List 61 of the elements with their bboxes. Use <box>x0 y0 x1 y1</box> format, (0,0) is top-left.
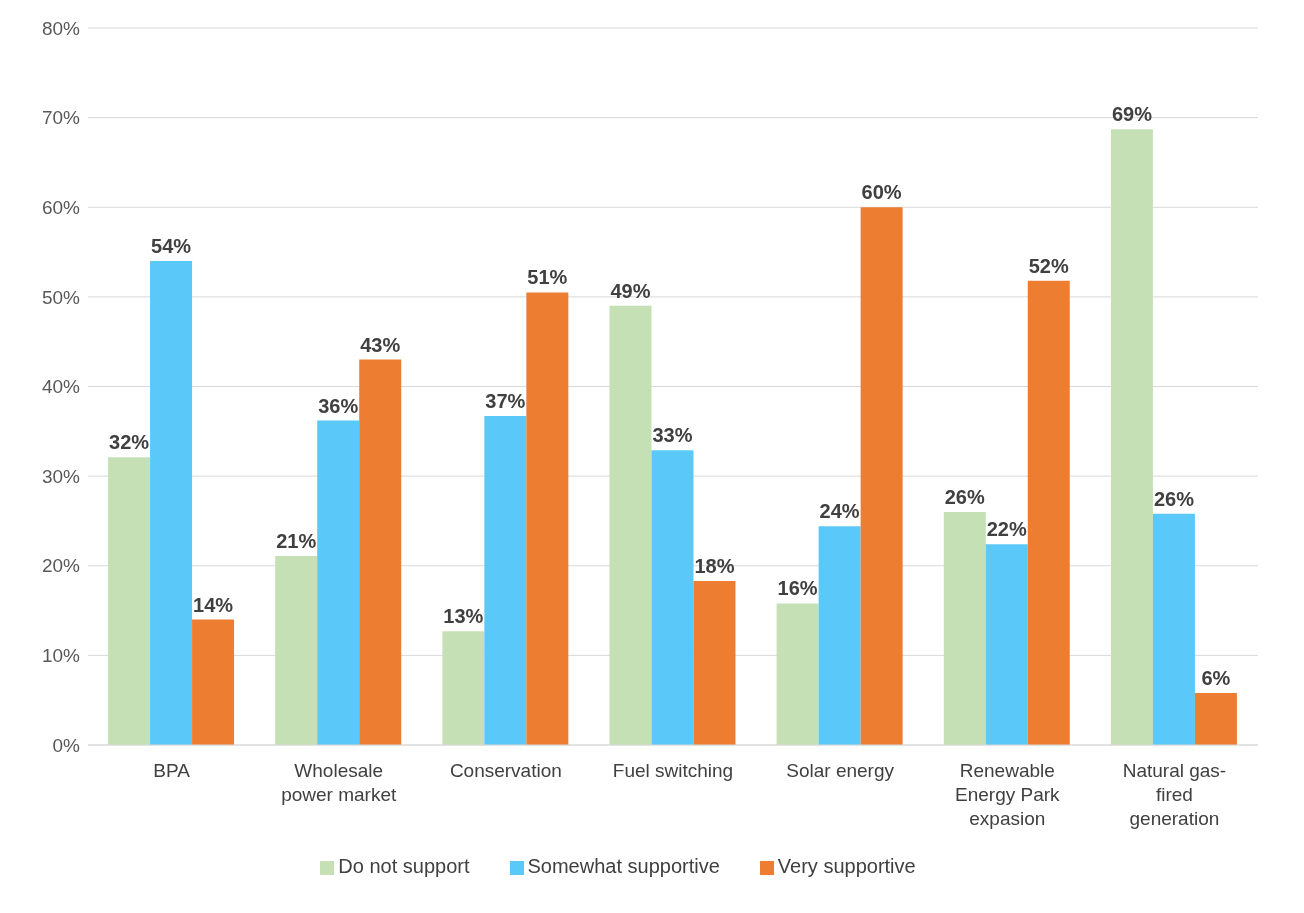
data-label: 16% <box>777 577 818 600</box>
data-label: 52% <box>1028 254 1069 277</box>
data-label: 13% <box>443 605 484 628</box>
data-label: 32% <box>109 431 150 454</box>
data-label: 43% <box>360 333 401 356</box>
y-tick-label: 10% <box>41 645 81 667</box>
x-tick-label: Natural gas-fired generation <box>1122 760 1227 829</box>
bar <box>359 359 402 745</box>
y-tick-label: 0% <box>52 734 81 756</box>
data-label: 49% <box>610 279 651 302</box>
y-tick-label: 20% <box>41 555 81 577</box>
y-tick-label: 60% <box>41 196 81 218</box>
data-label: 69% <box>1111 103 1153 126</box>
bar <box>150 261 193 745</box>
data-label: 26% <box>944 485 985 508</box>
y-tick-label: 30% <box>41 465 81 487</box>
bar <box>484 416 527 745</box>
y-tick-label: 80% <box>41 17 81 39</box>
x-tick-label: Solar energy <box>786 760 895 781</box>
bar <box>1194 693 1237 745</box>
data-label: 54% <box>151 235 192 258</box>
legend-label: Do not support <box>338 855 470 877</box>
bar <box>985 544 1028 745</box>
bar <box>442 631 485 745</box>
bar <box>192 619 235 745</box>
bar <box>317 420 360 745</box>
bar <box>526 292 569 745</box>
data-label: 36% <box>318 394 359 417</box>
legend-label: Very supportive <box>777 855 916 877</box>
bar <box>693 580 736 745</box>
y-tick-label: 70% <box>41 107 81 129</box>
bar <box>943 511 986 745</box>
x-tick-label: BPA <box>153 760 191 781</box>
bar <box>860 207 903 745</box>
legend-label: Somewhat supportive <box>527 855 720 877</box>
bar <box>1110 129 1153 745</box>
y-tick-label: 40% <box>41 376 81 398</box>
bar <box>1027 280 1070 745</box>
data-label: 6% <box>1201 667 1231 690</box>
bar <box>651 450 694 745</box>
bar <box>818 526 861 745</box>
bar <box>275 555 318 745</box>
x-tick-label: Wholesale power market <box>281 760 397 805</box>
data-label: 33% <box>652 424 693 447</box>
x-tick-label: Renewable Energy Park expasion <box>955 760 1061 829</box>
data-label: 26% <box>1153 487 1195 510</box>
bar <box>108 457 151 745</box>
bar <box>609 305 652 745</box>
data-label: 51% <box>527 266 568 289</box>
x-tick-label: Fuel switching <box>612 760 734 781</box>
y-tick-label: 50% <box>41 286 81 308</box>
x-tick-label: Conservation <box>449 760 562 781</box>
data-label: 18% <box>694 554 735 577</box>
data-label: 24% <box>819 500 860 523</box>
data-label: 14% <box>193 593 234 616</box>
data-label: 22% <box>986 518 1027 541</box>
bar <box>776 603 819 745</box>
bar <box>1152 513 1195 745</box>
data-label: 21% <box>276 529 317 552</box>
data-label: 60% <box>861 181 902 204</box>
data-label: 37% <box>485 390 526 413</box>
